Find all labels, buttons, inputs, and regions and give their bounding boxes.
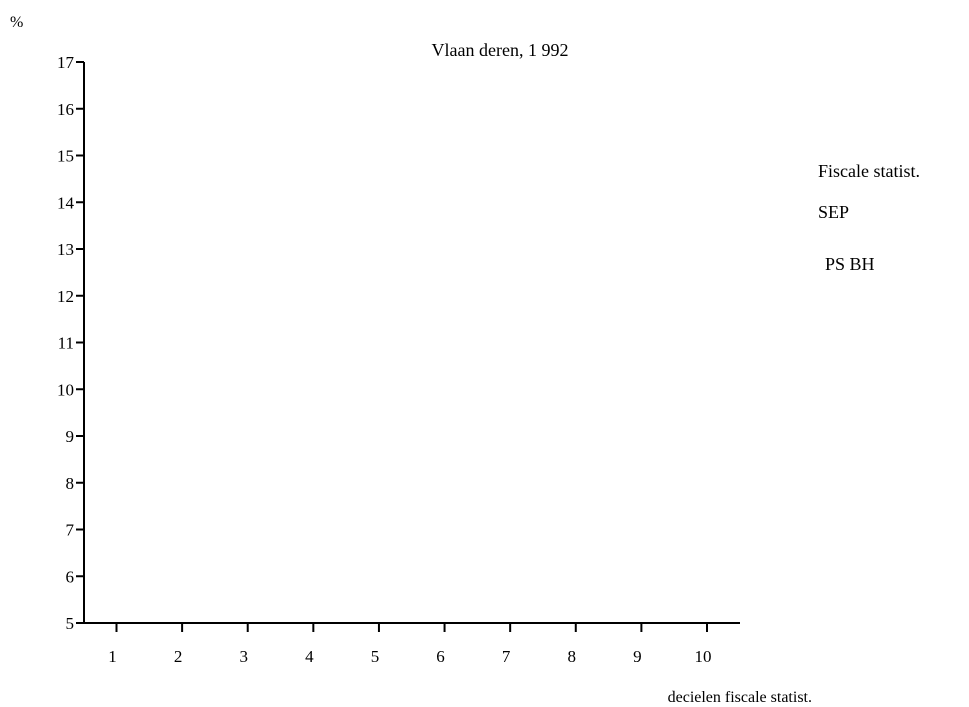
y-tick-label: 10 <box>57 380 74 399</box>
x-tick-label: 2 <box>174 647 183 666</box>
legend-entry: PS BH <box>825 254 875 274</box>
y-tick-label: 15 <box>57 147 74 166</box>
x-tick-label: 1 <box>108 647 117 666</box>
y-axis-unit-label: % <box>10 14 23 31</box>
y-tick-label: 16 <box>57 100 74 119</box>
y-tick-label: 11 <box>58 334 74 353</box>
y-tick-label: 7 <box>66 521 75 540</box>
y-tick-label: 14 <box>57 193 75 212</box>
y-axis-ticks: 5 6 7 8 9 10 11 12 13 14 15 16 17 <box>57 53 84 633</box>
x-tick-label: 7 <box>502 647 511 666</box>
x-tick-label: 5 <box>371 647 380 666</box>
y-tick-label: 6 <box>66 567 75 586</box>
x-tick-label: 8 <box>568 647 577 666</box>
x-tick-label: 3 <box>239 647 248 666</box>
y-tick-label: 9 <box>66 427 75 446</box>
x-tick-label: 4 <box>305 647 314 666</box>
y-tick-label: 5 <box>66 614 75 633</box>
legend-entry: Fiscale statist. <box>818 161 920 181</box>
x-axis-ticks: 1 2 3 4 5 6 7 8 9 10 <box>108 623 712 666</box>
y-tick-label: 12 <box>57 287 74 306</box>
chart-title: Vlaan deren, 1 992 <box>432 40 569 60</box>
y-tick-label: 8 <box>66 474 75 493</box>
legend-entry: SEP <box>818 202 849 222</box>
x-tick-label: 9 <box>633 647 642 666</box>
y-tick-label: 17 <box>57 53 75 72</box>
y-tick-label: 13 <box>57 240 74 259</box>
x-tick-label: 6 <box>436 647 445 666</box>
legend: Fiscale statist. SEP PS BH <box>818 161 920 274</box>
x-axis-title: decielen fiscale statist. <box>668 689 812 706</box>
x-tick-label: 10 <box>695 647 712 666</box>
